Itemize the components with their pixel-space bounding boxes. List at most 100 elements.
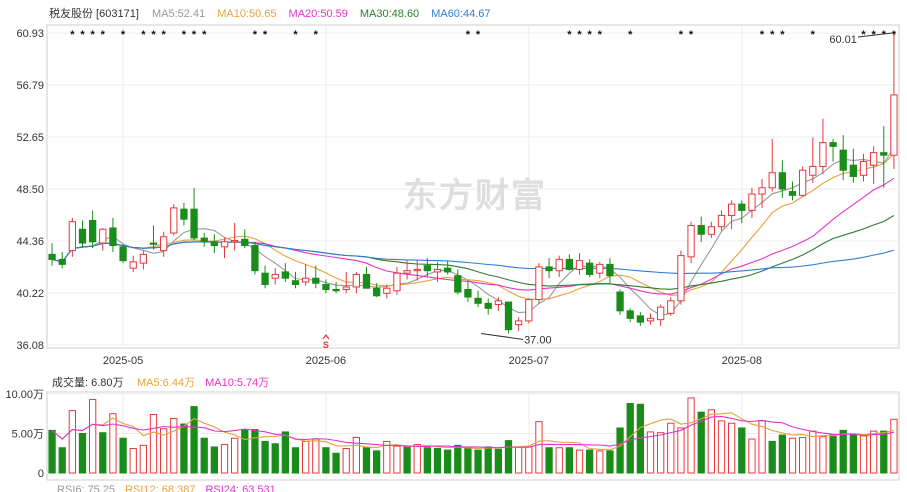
candle-body [585,262,594,275]
candle-body [788,191,797,196]
candle-body [159,236,168,252]
candle [220,238,229,259]
candle-body [758,187,766,195]
candle [68,217,77,257]
volume-bar [504,440,513,474]
candle [362,266,371,289]
candle-body [555,258,563,272]
volume-bar [778,434,787,474]
volume-bar [880,430,888,474]
candle-body [545,266,553,272]
volume-bar [342,448,350,474]
candle [78,220,87,249]
event-star: * [151,29,156,41]
event-star: * [811,29,816,41]
rsi-label: RSI24: 63.531 [205,484,275,492]
volume-bar [433,448,442,474]
stock-name: 税友股份 [603171] [49,6,139,20]
candle [656,304,665,326]
volume-bar [727,422,736,474]
candle-body [819,142,827,167]
event-star: * [202,29,207,41]
candle [707,221,716,239]
candle-body [383,287,391,294]
candle [839,135,847,181]
candle-body [677,255,685,302]
event-star: * [263,29,268,41]
price-y-tick-label: 60.93 [16,28,44,40]
candle-body [312,277,320,284]
candle-body [281,271,290,279]
event-star: * [588,29,593,41]
volume-bar-series [48,397,898,474]
volume-bar [312,438,320,474]
candle [849,148,858,183]
volume-bar [190,406,198,474]
volume-bar [109,413,117,474]
candle-body [798,169,807,196]
volume-bar [565,447,574,474]
candle-body [829,142,837,147]
candle-body [433,268,442,273]
candle-body [606,263,614,277]
candle-body [291,280,300,285]
candlestick-series [48,33,898,334]
volume-bar [819,436,827,474]
volume-bar [99,432,107,474]
volume-bar [362,447,371,474]
event-star: * [101,29,106,41]
volume-legend: MA5:6.44万 MA10:5.74万 [137,377,269,389]
candle [880,126,888,188]
volume-bar [494,448,503,474]
volume-bar [180,423,188,474]
candle-body [129,261,137,269]
date-tick-label: 2025-08 [722,355,762,367]
candle [129,255,137,272]
volume-bar [68,410,77,474]
event-star: * [780,29,785,41]
volume-bar [403,446,411,474]
volume-title: 成交量: 6.80万 [52,375,124,389]
rsi-label: RSI6: 75.25 [57,484,115,492]
volume-bar [261,440,269,474]
candle [190,187,198,241]
volume-bar [484,446,492,474]
candle [58,251,66,269]
volume-ma10-line [51,415,895,449]
candle [312,265,320,289]
price-y-tick-label: 40.22 [16,288,44,300]
candle-body [48,253,56,260]
candle [717,210,726,231]
volume-bar [322,447,330,474]
candle [230,222,239,251]
event-mark: S [322,334,330,350]
candle [778,160,787,198]
candle [738,200,746,223]
candle-body [403,270,411,274]
candle [291,271,300,289]
volume-bar [555,447,563,474]
ma-legend-item: MA60:44.67 [431,8,490,20]
volume-bar [413,444,421,474]
candle-body [241,238,249,247]
volume-bar [230,437,239,474]
candle-body [332,289,340,292]
volume-bar [748,438,756,474]
ma-legend-item: MA20:50.59 [289,8,348,20]
candle-body [869,152,878,166]
volume-bar [372,450,381,474]
volume-bar [646,431,655,474]
candle-body [68,221,77,252]
volume-bar [829,434,837,474]
candle-body [880,152,888,156]
candle [139,250,148,270]
candle [514,317,523,331]
candle [727,200,736,230]
volume-bar [585,449,594,474]
price-y-tick-label: 44.36 [16,236,44,248]
volume-bar [687,397,695,474]
candle [555,255,563,277]
event-star: * [121,29,126,41]
candle-body [839,149,847,171]
